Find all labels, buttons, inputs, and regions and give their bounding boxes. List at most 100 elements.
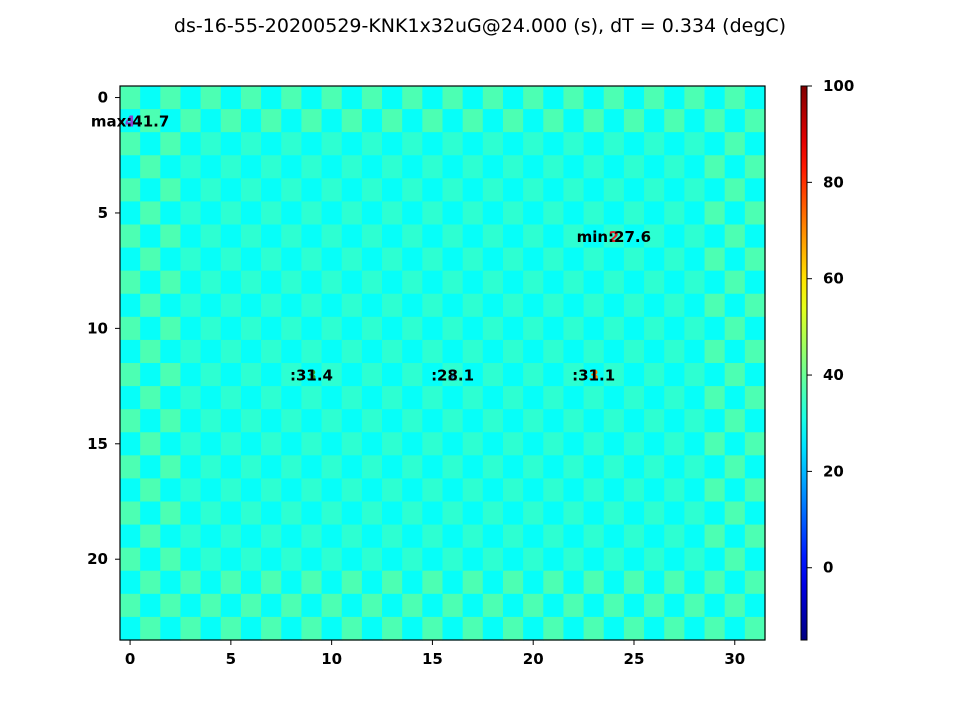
heatmap-cell: [502, 524, 524, 549]
heatmap-cell: [543, 478, 565, 503]
heatmap-cell: [724, 593, 746, 618]
heatmap-cell: [543, 501, 565, 526]
heatmap-cell: [160, 478, 182, 503]
heatmap-cell: [240, 247, 262, 272]
heatmap-cell: [724, 363, 746, 387]
heatmap-cell: [422, 409, 444, 433]
heatmap-cell: [402, 86, 423, 110]
heatmap-cell: [563, 155, 585, 179]
heatmap-cell: [140, 616, 161, 641]
heatmap-cell: [704, 363, 726, 387]
heatmap-cell: [583, 478, 605, 503]
heatmap-cell: [482, 501, 504, 526]
heatmap-cell: [120, 409, 141, 433]
heatmap-cell: [644, 593, 665, 618]
heatmap-cell: [180, 132, 202, 156]
heatmap-cell: [462, 178, 484, 203]
heatmap-cell: [704, 270, 726, 295]
heatmap-cell: [502, 570, 524, 595]
heatmap-cell: [382, 570, 403, 595]
heatmap-cell: [402, 339, 423, 364]
heatmap-cell: [442, 86, 464, 110]
heatmap-cell: [462, 432, 484, 456]
heatmap-cell: [301, 224, 323, 249]
heatmap-cell: [120, 109, 141, 133]
x-tick-label: 30: [724, 650, 745, 668]
heatmap-cell: [664, 570, 685, 595]
heatmap-cell: [744, 224, 766, 249]
heatmap-cell: [603, 409, 625, 433]
heatmap-cell: [664, 293, 685, 318]
heatmap-cell: [644, 109, 665, 133]
heatmap-cell: [684, 570, 706, 595]
heatmap-cell: [341, 363, 363, 387]
heatmap-cell: [442, 132, 464, 156]
heatmap-cell: [180, 409, 202, 433]
heatmap-cell: [321, 547, 343, 572]
heatmap-cell: [240, 86, 262, 110]
annotation-label: max:41.7: [91, 113, 169, 131]
heatmap-cell: [281, 155, 303, 179]
heatmap-cell: [684, 132, 706, 156]
heatmap-cell: [220, 363, 242, 387]
heatmap-cell: [382, 432, 403, 456]
heatmap-cell: [120, 432, 141, 456]
heatmap-cell: [361, 270, 383, 295]
heatmap-cell: [603, 616, 625, 641]
heatmap-cell: [301, 524, 323, 549]
heatmap-cell: [402, 616, 423, 641]
heatmap-cell: [281, 524, 303, 549]
heatmap-cell: [382, 316, 403, 341]
heatmap-cell: [664, 455, 685, 480]
heatmap-cell: [160, 570, 182, 595]
heatmap-cell: [724, 109, 746, 133]
heatmap-cell: [523, 363, 544, 387]
heatmap-cell: [402, 270, 423, 295]
heatmap-cell: [623, 178, 645, 203]
heatmap-cell: [382, 455, 403, 480]
heatmap-cell: [261, 339, 282, 364]
heatmap-cell: [261, 570, 282, 595]
heatmap-cell: [462, 593, 484, 618]
y-tick-label: 10: [87, 319, 108, 337]
heatmap-cell: [120, 478, 141, 503]
heatmap-cell: [361, 201, 383, 226]
heatmap-cell: [321, 178, 343, 203]
heatmap-cell: [482, 155, 504, 179]
heatmap-cell: [220, 409, 242, 433]
heatmap-cell: [523, 339, 544, 364]
heatmap-cell: [220, 247, 242, 272]
heatmap-cell: [482, 270, 504, 295]
heatmap-cell: [502, 155, 524, 179]
heatmap-cell: [382, 616, 403, 641]
heatmap-cell: [200, 178, 222, 203]
heatmap-cell: [301, 501, 323, 526]
heatmap-cell: [623, 363, 645, 387]
heatmap-cell: [543, 178, 565, 203]
heatmap-cell: [422, 201, 444, 226]
heatmap-cell: [704, 524, 726, 549]
heatmap-cell: [603, 593, 625, 618]
heatmap-cell: [281, 270, 303, 295]
heatmap-cell: [220, 547, 242, 572]
heatmap-cell: [422, 132, 444, 156]
heatmap-cell: [140, 524, 161, 549]
heatmap-cell: [180, 363, 202, 387]
heatmap-cell: [583, 109, 605, 133]
heatmap-cell: [301, 316, 323, 341]
heatmap-cell: [644, 501, 665, 526]
heatmap-cell: [220, 86, 242, 110]
heatmap-cell: [603, 386, 625, 410]
heatmap-cell: [563, 570, 585, 595]
heatmap-cell: [583, 201, 605, 226]
heatmap-cell: [341, 109, 363, 133]
heatmap-cell: [261, 224, 282, 249]
heatmap-cell: [120, 270, 141, 295]
heatmap-cell: [563, 293, 585, 318]
heatmap-cell: [744, 616, 766, 641]
heatmap-cell: [200, 409, 222, 433]
heatmap-cell: [361, 524, 383, 549]
heatmap-cell: [482, 178, 504, 203]
heatmap-cell: [744, 570, 766, 595]
heatmap-cell: [140, 501, 161, 526]
